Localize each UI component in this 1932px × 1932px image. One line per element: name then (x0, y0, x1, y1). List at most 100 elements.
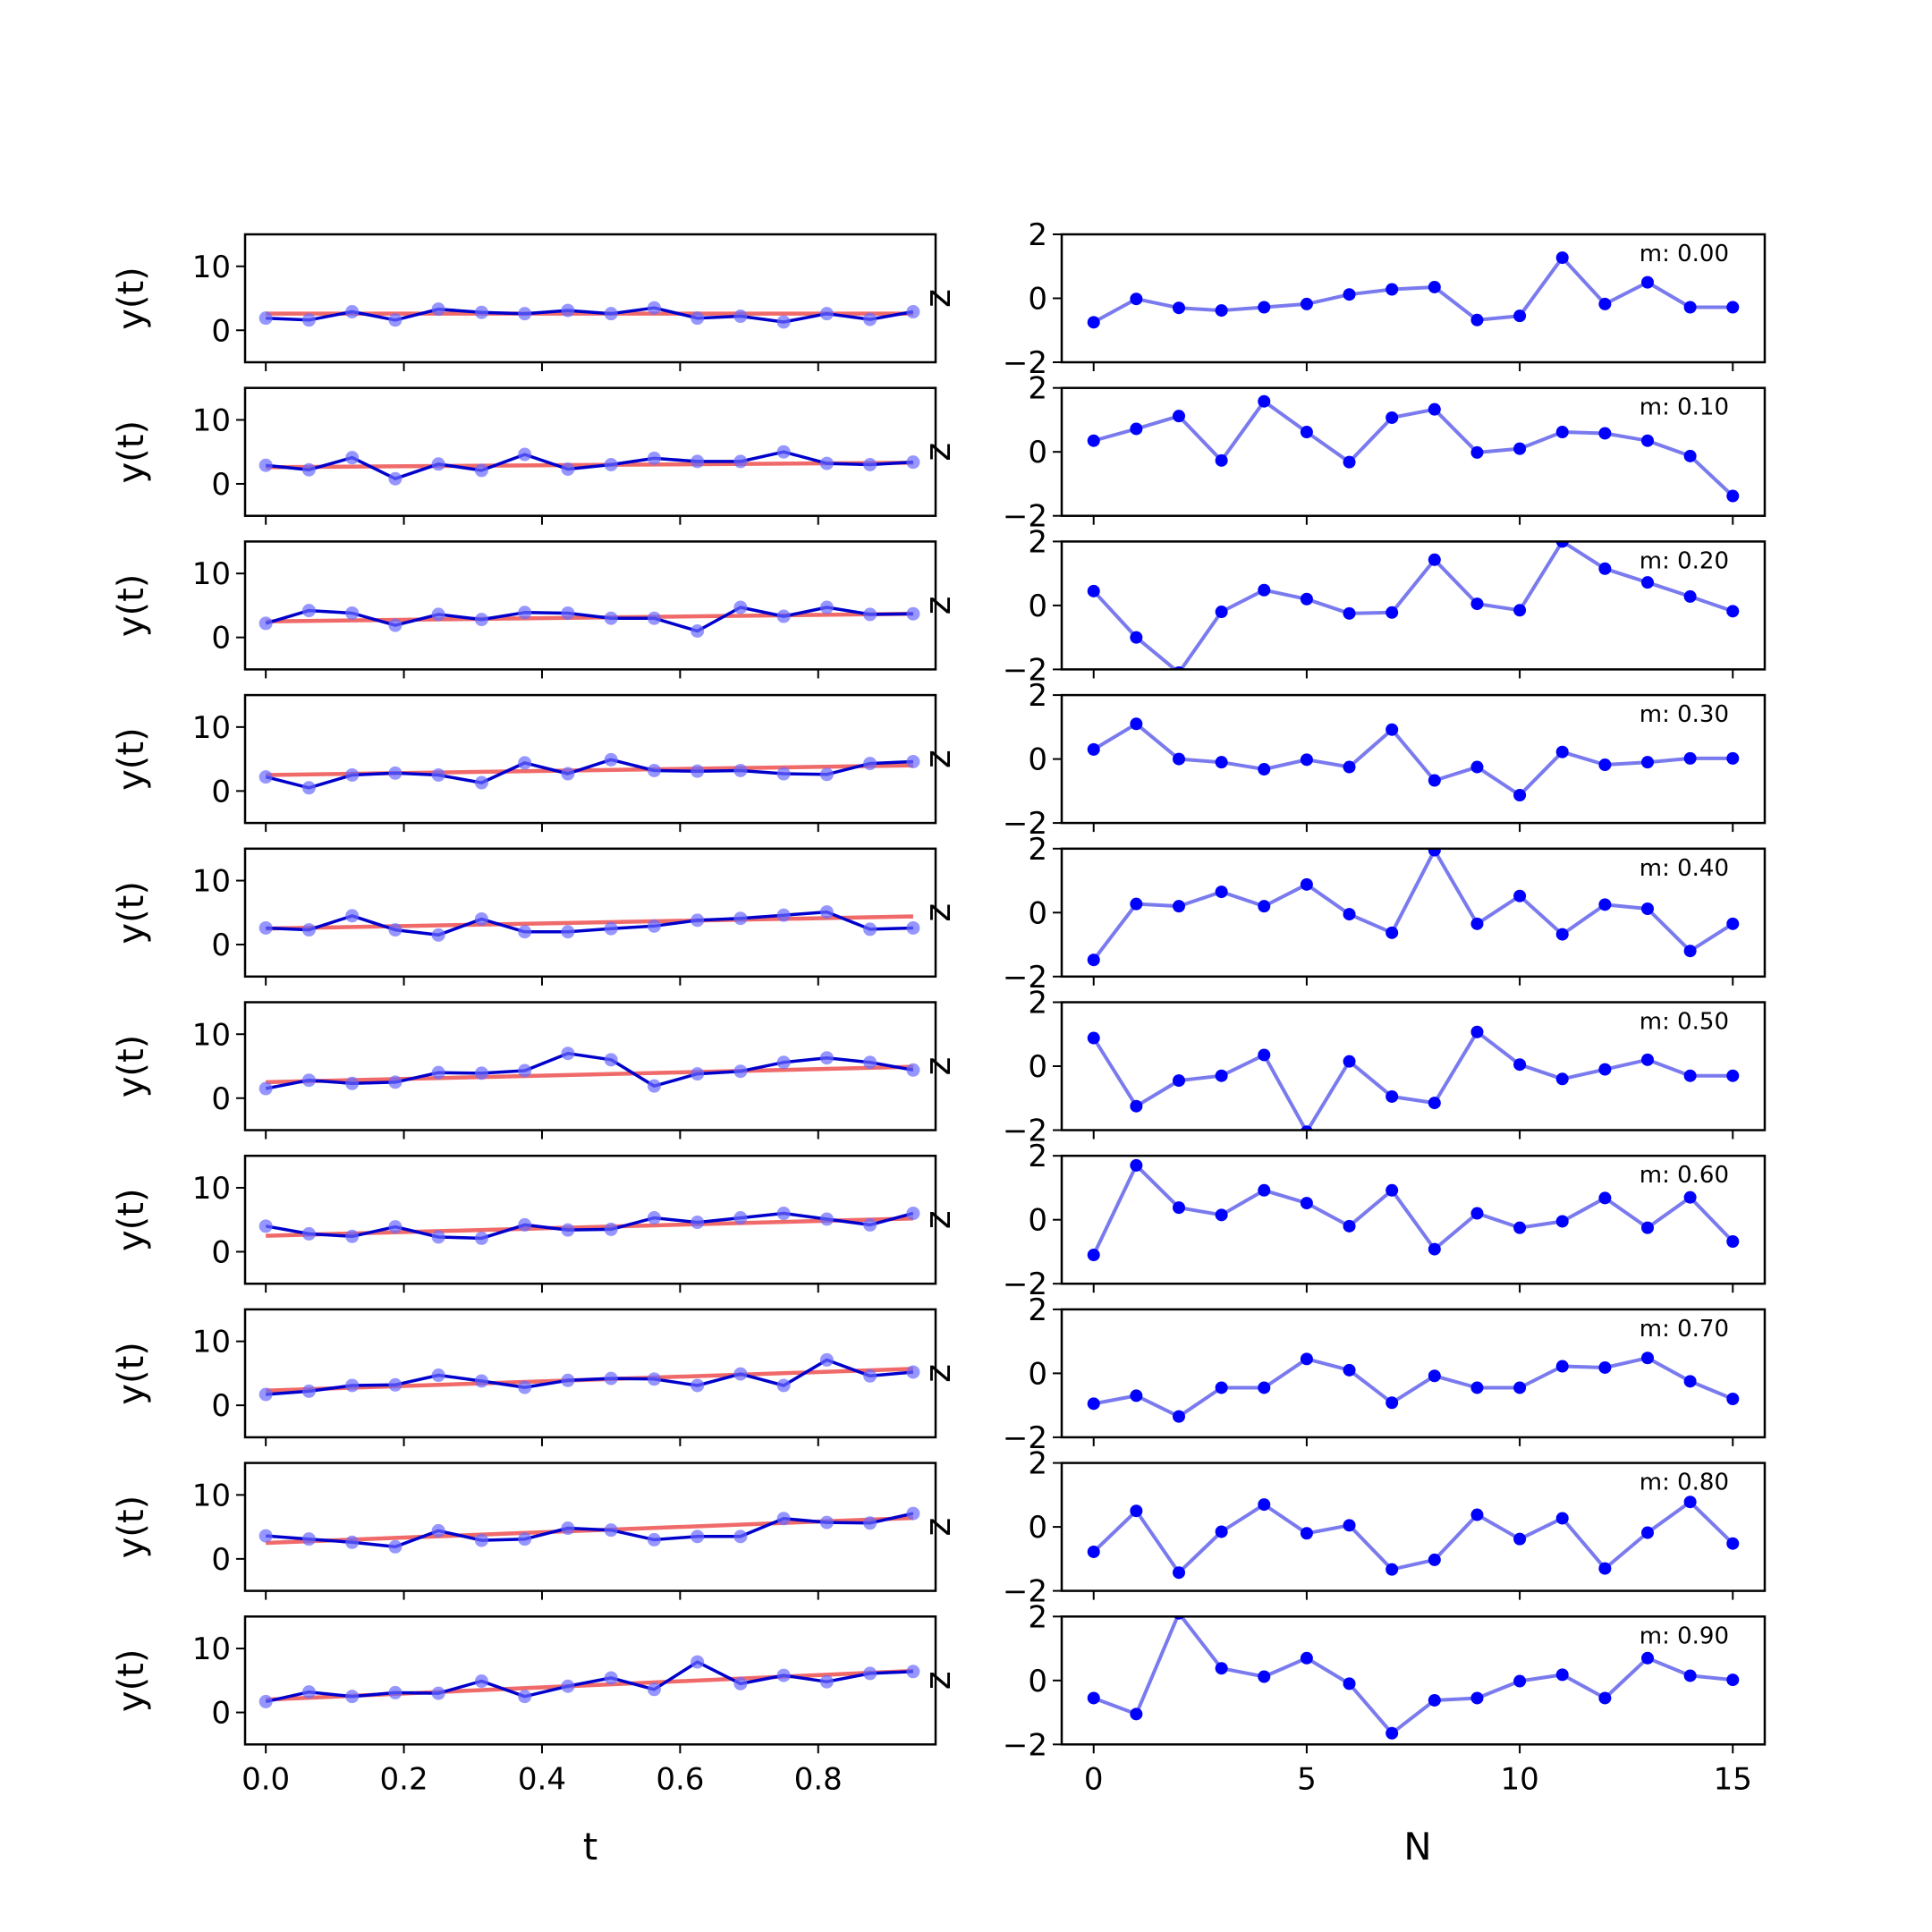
z-point (1683, 1496, 1697, 1509)
left-y-axis-label: y(t) (111, 727, 152, 791)
z-point (1598, 898, 1612, 911)
z-series (1087, 717, 1740, 801)
z-point (1428, 402, 1441, 416)
y-tick-label: 2 (1028, 1446, 1047, 1482)
z-point (1470, 1691, 1484, 1705)
y-tick-label: 0 (1028, 895, 1047, 931)
z-point (1470, 597, 1484, 611)
z-point (1258, 1498, 1271, 1512)
z-point (1130, 292, 1143, 306)
data-point (561, 1521, 575, 1536)
y-tick-label: 0 (211, 313, 231, 349)
right-panel-9: 2 0 −2 m: 0.80 z (918, 1446, 1767, 1610)
data-point (561, 1679, 575, 1693)
data-point (604, 1671, 618, 1685)
y-tick-label: 2 (1028, 524, 1047, 560)
data-point (604, 1523, 618, 1538)
left-panel-frame (243, 1462, 937, 1592)
data-point (906, 754, 920, 768)
y-tick-label: 10 (192, 556, 231, 592)
z-point (1173, 1410, 1185, 1423)
z-point (1683, 1669, 1697, 1682)
data-point (561, 1223, 575, 1237)
z-line (1092, 256, 1733, 325)
z-point (1555, 541, 1569, 548)
z-point (1513, 1221, 1527, 1234)
z-point (1087, 953, 1100, 967)
y-tick-label: −2 (1003, 1114, 1047, 1149)
data-point (863, 1666, 877, 1681)
z-point (1726, 605, 1740, 618)
data-point (819, 905, 834, 919)
z-point (1130, 1099, 1143, 1113)
right-panel-5: 2 0 −2 m: 0.40 z (918, 832, 1767, 996)
z-series (1087, 1025, 1740, 1131)
data-point (604, 611, 618, 625)
data-point (906, 1506, 920, 1521)
y-tick-label: 10 (192, 864, 231, 900)
y-tick-label: −2 (1003, 806, 1047, 842)
data-point (647, 451, 661, 465)
data-point (691, 624, 705, 638)
z-point (1428, 1097, 1441, 1110)
z-point (1087, 1691, 1100, 1705)
z-point (1641, 1221, 1654, 1234)
data-point (647, 611, 661, 625)
data-point (647, 1079, 661, 1093)
data-point (863, 1055, 877, 1070)
z-point (1385, 926, 1399, 939)
data-line (266, 910, 913, 937)
z-point (1343, 455, 1356, 469)
data-point (518, 756, 532, 770)
z-point (1087, 434, 1100, 447)
data-point (301, 923, 316, 937)
z-point (1087, 1545, 1100, 1558)
data-point (819, 1051, 834, 1065)
z-point (1215, 606, 1228, 619)
y-tick-label: 0 (1028, 742, 1047, 778)
data-point (906, 920, 920, 935)
z-point (1555, 745, 1569, 758)
left-panel-frame (243, 1154, 937, 1285)
z-point (1343, 288, 1356, 301)
data-point (561, 606, 575, 620)
data-point (474, 305, 488, 319)
data-point (388, 1220, 402, 1234)
panel-annotation: m: 0.40 (1640, 855, 1729, 882)
data-point (733, 1367, 748, 1381)
left-panel-4: 0 10 y(t) (111, 693, 937, 833)
data-point (647, 1211, 661, 1225)
y-tick-label: 2 (1028, 678, 1047, 714)
data-point (431, 1230, 445, 1244)
y-tick-label: 0 (211, 1388, 231, 1424)
z-point (1343, 1219, 1356, 1233)
data-point (776, 767, 791, 781)
data-point (604, 458, 618, 471)
data-point (776, 908, 791, 922)
y-tick-label: −2 (1003, 1420, 1047, 1456)
z-point (1513, 309, 1527, 323)
data-point (388, 1685, 402, 1699)
data-point (301, 1226, 316, 1241)
data-point (604, 1371, 618, 1385)
y-tick-label: 0 (1028, 1664, 1047, 1699)
z-point (1130, 631, 1143, 644)
y-tick-label: 2 (1028, 986, 1047, 1021)
data-point (388, 766, 402, 780)
left-panel-frame (243, 386, 937, 517)
data-line (266, 1358, 914, 1396)
data-point (345, 305, 360, 319)
data-point (647, 919, 661, 933)
y-tick-label: 2 (1028, 1599, 1047, 1635)
z-point (1641, 434, 1654, 447)
z-point (1470, 760, 1484, 774)
data-line (265, 758, 913, 790)
z-point (1555, 426, 1569, 439)
data-point (863, 922, 877, 936)
right-panel-10: 2 0 −2 0 5 10 15 m: 0.90 z (918, 1599, 1767, 1797)
z-point (1300, 877, 1313, 891)
right-y-axis-label: z (918, 750, 959, 768)
z-line (1092, 848, 1734, 962)
z-point (1343, 760, 1356, 774)
